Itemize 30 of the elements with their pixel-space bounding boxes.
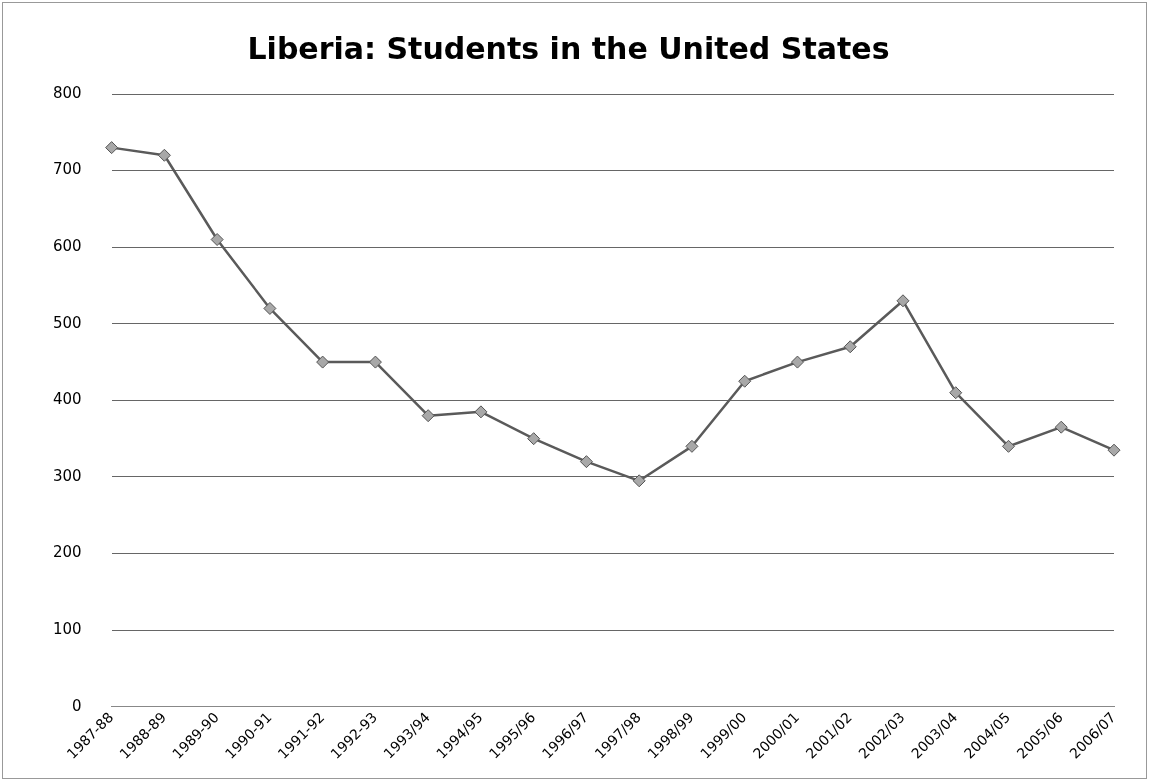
y-tick-label: 400: [52, 390, 82, 409]
y-tick-label: 100: [52, 620, 82, 639]
point: [896, 294, 910, 308]
chart-title: Liberia: Students in the United States: [247, 30, 890, 66]
point: [685, 439, 699, 453]
point: [738, 374, 752, 388]
point: [157, 148, 171, 162]
point: [790, 355, 804, 369]
point: [474, 405, 488, 419]
point: [1054, 420, 1068, 434]
point: [579, 455, 593, 469]
y-tick-label: 300: [52, 466, 82, 485]
point: [105, 141, 119, 155]
y-tick-label: 200: [52, 543, 82, 562]
point: [632, 474, 646, 488]
point: [263, 301, 277, 315]
point: [210, 233, 224, 247]
y-tick-label: 600: [52, 237, 82, 256]
point: [843, 340, 857, 354]
y-tick-label: 0: [72, 696, 82, 715]
point: [421, 409, 435, 423]
y-tick-label: 500: [52, 313, 82, 332]
point: [368, 355, 382, 369]
y-tick-label: 700: [52, 160, 82, 179]
y-tick-label: 800: [52, 83, 82, 102]
point: [1001, 439, 1015, 453]
point: [949, 386, 963, 400]
point: [527, 432, 541, 446]
point: [316, 355, 330, 369]
point: [1107, 443, 1121, 457]
